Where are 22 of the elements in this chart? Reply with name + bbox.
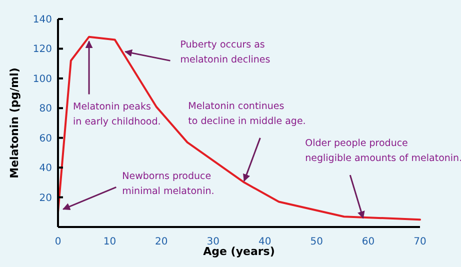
annotation: Older people produce negligible amounts of melatonin. <box>305 138 461 164</box>
y-tick-label: 20 <box>39 192 52 204</box>
annotation: Melatonin continues to decline in middle age. <box>188 100 306 127</box>
x-tick-label: 40 <box>258 236 272 248</box>
annotation: Newborns produce minimal melatonin. <box>122 171 214 198</box>
y-axis-title: Melatonin (pg/ml) <box>8 68 21 178</box>
y-tick-label: 60 <box>39 133 52 144</box>
y-tick-label: 100 <box>32 74 52 85</box>
y-tick-label: 120 <box>32 44 52 56</box>
x-axis-title: Age (years) <box>203 245 275 258</box>
x-tick-label: 30 <box>206 236 220 248</box>
x-tick-label: 20 <box>155 236 168 248</box>
x-tick-label: 0 <box>54 236 62 248</box>
annotation: Puberty occurs as melatonin declines <box>180 40 270 66</box>
x-tick-label: 70 <box>414 236 426 248</box>
x-tick-label: 50 <box>310 236 323 248</box>
x-tick-label: 10 <box>103 236 116 248</box>
y-tick-label: 40 <box>39 163 52 174</box>
x-tick-label: 60 <box>362 236 375 248</box>
y-tick-label: 140 <box>32 14 52 26</box>
y-tick-label: 80 <box>39 104 52 115</box>
annotation: Melatonin peaks in early childhood. <box>73 101 161 128</box>
